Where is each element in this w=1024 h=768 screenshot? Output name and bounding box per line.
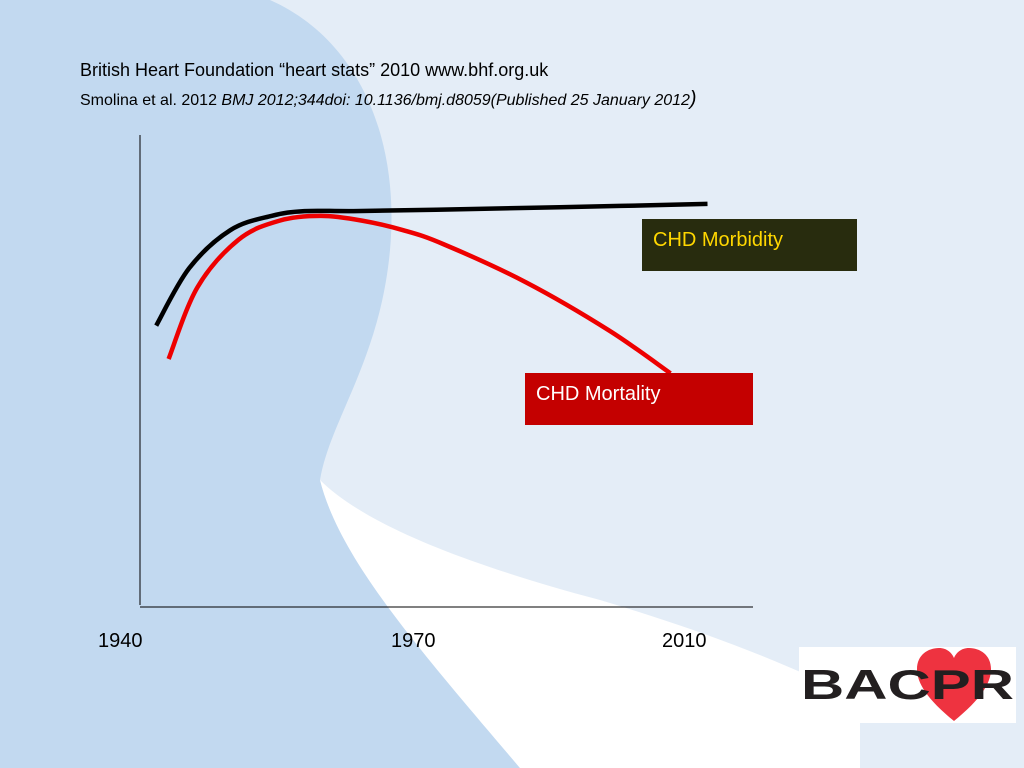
citation-close-paren: ) xyxy=(689,88,697,110)
source-citation-smolina: Smolina et al. 2012 BMJ 2012;344doi: 10.… xyxy=(80,88,697,111)
heart-icon xyxy=(917,648,991,721)
citation-author: Smolina et al. 2012 xyxy=(80,92,222,109)
x-tick-label-1970: 1970 xyxy=(391,630,436,652)
x-tick-label-2010: 2010 xyxy=(662,630,707,652)
source-citation-bhf: British Heart Foundation “heart stats” 2… xyxy=(80,60,549,80)
bacpr-logo: BACPR xyxy=(799,647,1016,723)
svg-text:BACPR: BACPR xyxy=(801,661,1014,708)
bacpr-logo-graphic: BACPR xyxy=(801,648,1014,721)
chd-morbidity-label: CHD Morbidity xyxy=(642,219,857,271)
x-tick-label-1940: 1940 xyxy=(98,630,143,652)
series-layer xyxy=(154,201,708,376)
chd-mortality-label: CHD Mortality xyxy=(525,373,753,425)
series-line-chd-mortality xyxy=(166,213,672,376)
citation-journal: BMJ 2012;344doi: 10.1136/bmj.d8059(Publi… xyxy=(221,92,690,109)
series-line-chd-morbidity xyxy=(154,201,708,327)
